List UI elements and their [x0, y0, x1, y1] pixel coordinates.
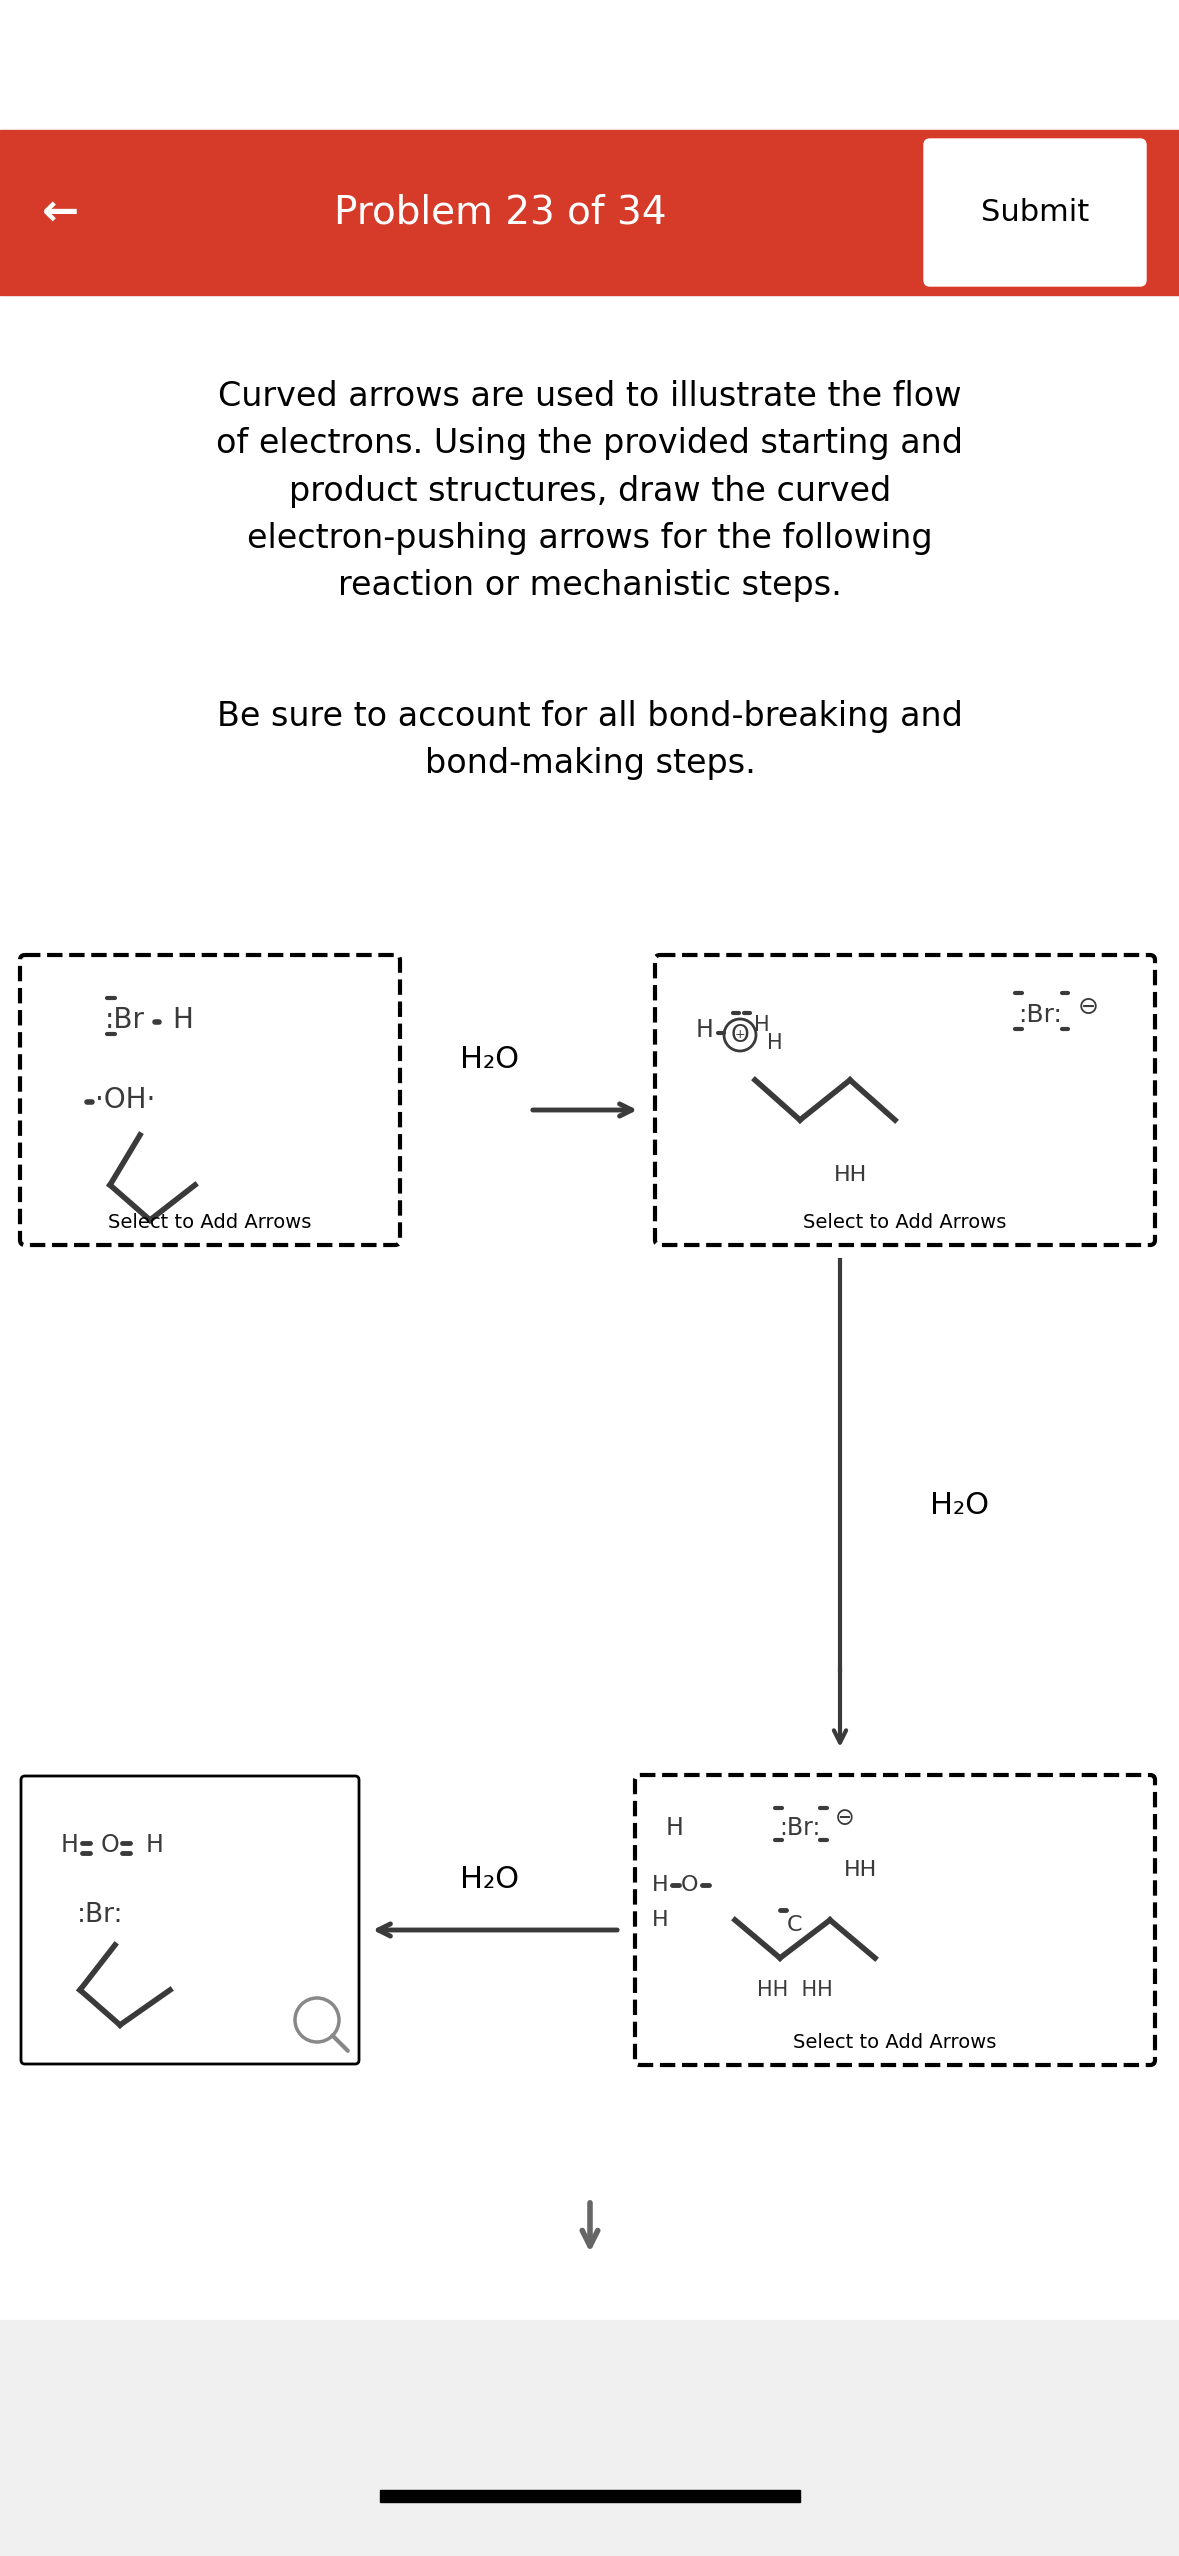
Text: H₂O: H₂O [461, 1866, 520, 1894]
Text: :Br:: :Br: [77, 1902, 124, 1927]
FancyBboxPatch shape [20, 956, 400, 1245]
Text: :Br: :Br [105, 1007, 145, 1035]
Text: ⊖: ⊖ [835, 1807, 855, 1830]
Text: +: + [735, 1028, 745, 1040]
Text: H₂O: H₂O [461, 1045, 520, 1074]
Text: O: O [100, 1833, 119, 1858]
Text: H: H [146, 1833, 164, 1858]
Text: H: H [61, 1833, 79, 1858]
Text: H: H [768, 1033, 783, 1053]
Text: HH  HH: HH HH [757, 1981, 832, 1999]
Bar [0, 130, 1179, 294]
Text: H: H [652, 1909, 668, 1930]
Text: Be sure to account for all bond-breaking and
bond-making steps.: Be sure to account for all bond-breaking… [217, 700, 963, 780]
FancyBboxPatch shape [21, 1776, 358, 2065]
Text: Select to Add Arrows: Select to Add Arrows [793, 2032, 996, 2052]
Text: Problem 23 of 34: Problem 23 of 34 [334, 194, 666, 233]
Text: H₂O: H₂O [930, 1490, 989, 1518]
Text: H: H [666, 1815, 684, 1840]
Text: C: C [788, 1914, 803, 1935]
Text: Curved arrows are used to illustrate the flow
of electrons. Using the provided s: Curved arrows are used to illustrate the… [217, 381, 963, 603]
Text: :Br:: :Br: [1017, 1002, 1062, 1028]
Text: :Br:: :Br: [779, 1815, 821, 1840]
Bar [0, 2321, 1179, 2556]
Text: O: O [731, 1022, 750, 1048]
FancyBboxPatch shape [924, 138, 1146, 286]
Text: ·OH·: ·OH· [94, 1086, 156, 1114]
Text: HH: HH [843, 1861, 877, 1881]
Text: H: H [696, 1017, 714, 1043]
Text: ←: ← [41, 192, 79, 235]
Bar [380, 2490, 801, 2502]
Text: H: H [755, 1015, 770, 1035]
Text: HH: HH [834, 1166, 867, 1186]
Text: Select to Add Arrows: Select to Add Arrows [803, 1212, 1007, 1232]
Text: Submit: Submit [981, 197, 1089, 227]
Bar [0, 0, 1179, 130]
Text: H: H [172, 1007, 193, 1035]
Text: ⊖: ⊖ [1078, 994, 1099, 1020]
FancyBboxPatch shape [656, 956, 1155, 1245]
Text: H: H [652, 1876, 668, 1894]
Text: O: O [681, 1876, 699, 1894]
Text: Select to Add Arrows: Select to Add Arrows [108, 1212, 311, 1232]
FancyBboxPatch shape [635, 1774, 1155, 2065]
